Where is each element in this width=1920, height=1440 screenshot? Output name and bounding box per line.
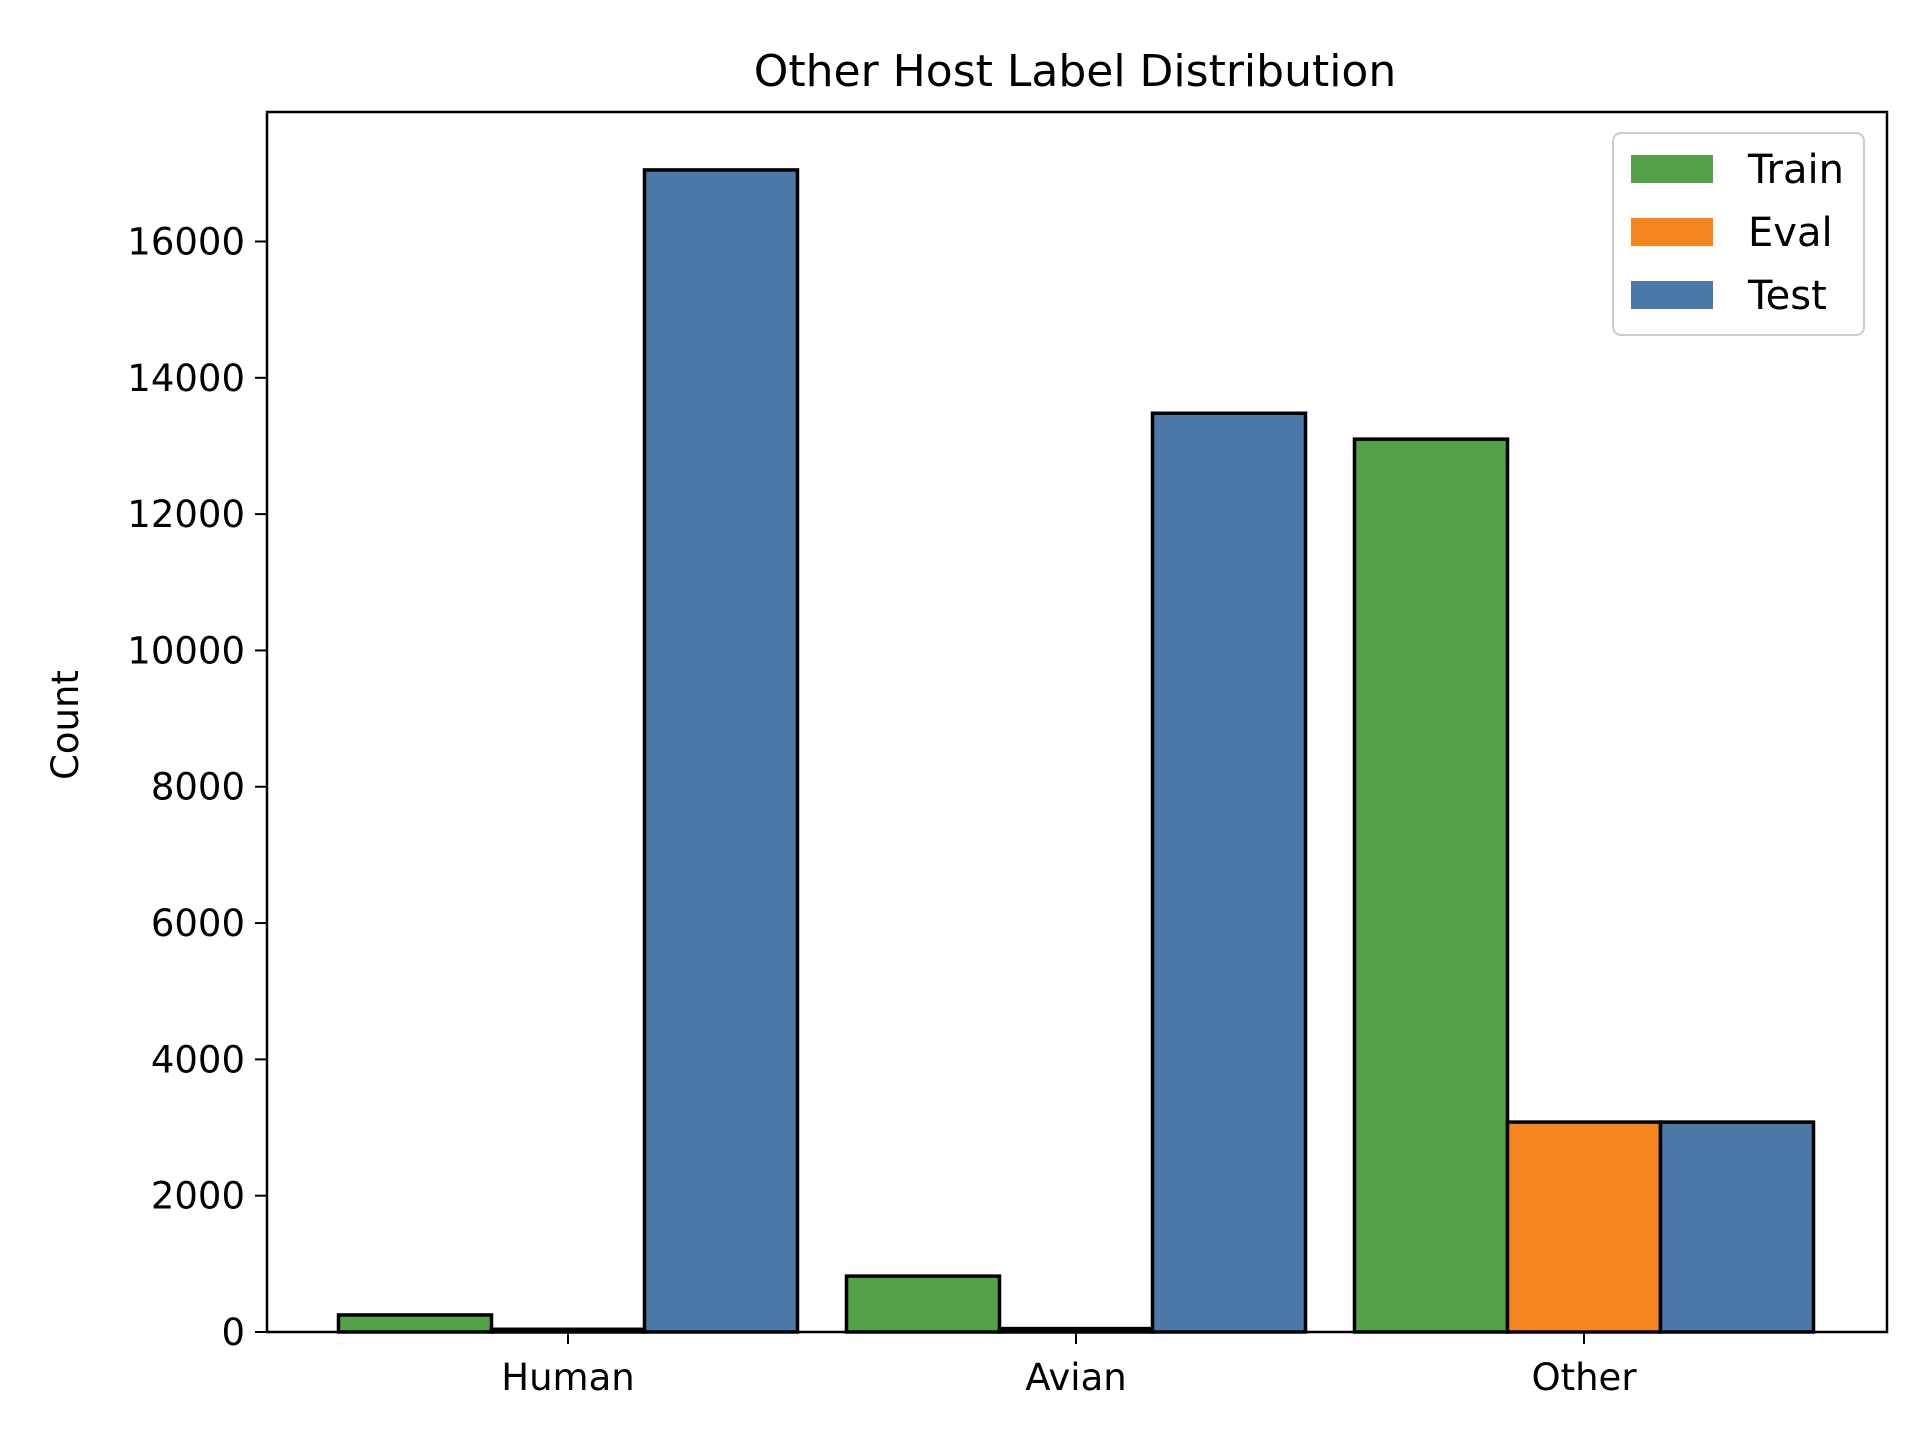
bars-group: [336, 168, 1816, 1334]
bar-other-eval: [1505, 1120, 1663, 1334]
bar-other-test: [1658, 1120, 1816, 1334]
y-tick-label-12000: 12000: [127, 493, 245, 536]
legend-swatch-train: [1631, 155, 1713, 183]
y-tick-label-8000: 8000: [151, 766, 245, 809]
legend-swatch-test: [1631, 281, 1713, 309]
legend-label-train: Train: [1747, 147, 1844, 193]
bar-avian-test: [1150, 411, 1308, 1334]
y-tick-label-10000: 10000: [127, 629, 245, 672]
y-tick-label-4000: 4000: [151, 1038, 245, 1081]
y-tick-label-6000: 6000: [151, 902, 245, 945]
legend: Train Eval Test: [1612, 132, 1865, 336]
y-tick-label-0: 0: [221, 1311, 245, 1354]
bar-avian-train: [844, 1274, 1002, 1334]
chart-title: Other Host Label Distribution: [754, 46, 1396, 97]
y-axis-label: Count: [44, 670, 87, 780]
legend-label-test: Test: [1747, 273, 1827, 319]
y-tick-label-16000: 16000: [127, 220, 245, 263]
x-tick-label-avian: Avian: [1025, 1356, 1126, 1399]
x-tick-label-other: Other: [1531, 1356, 1637, 1399]
bar-other-train: [1352, 437, 1510, 1334]
plot-frame: [265, 110, 1889, 1334]
legend-swatch-eval: [1631, 218, 1713, 246]
bar-human-test: [642, 168, 800, 1334]
axes-group: Human Avian Other 0 2000 4000 6000 8000 10000 120…: [127, 110, 1889, 1399]
bar-human-train: [336, 1313, 494, 1334]
y-tick-label-14000: 14000: [127, 357, 245, 400]
x-tick-label-human: Human: [501, 1356, 634, 1399]
legend-label-eval: Eval: [1748, 210, 1833, 256]
y-tick-label-2000: 2000: [151, 1175, 245, 1218]
